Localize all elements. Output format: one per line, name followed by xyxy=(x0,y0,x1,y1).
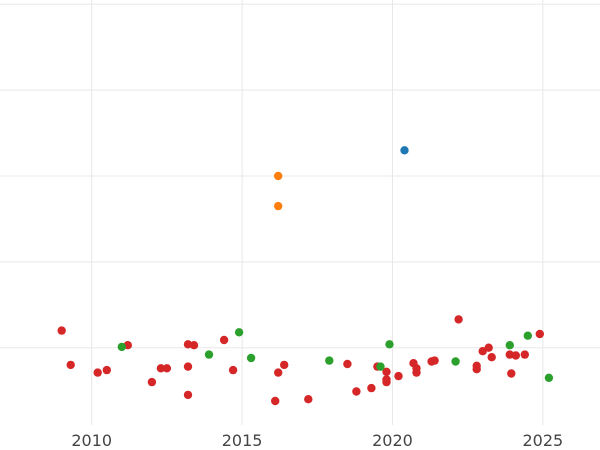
data-point xyxy=(505,341,514,350)
data-point xyxy=(117,342,127,352)
data-point xyxy=(382,377,391,387)
data-point xyxy=(183,390,193,400)
data-point xyxy=(280,360,289,370)
grid xyxy=(0,0,600,425)
data-point xyxy=(454,315,463,324)
data-point xyxy=(271,396,280,406)
data-point xyxy=(228,365,238,375)
data-point xyxy=(274,368,283,377)
data-point xyxy=(66,360,75,370)
data-point xyxy=(162,364,172,373)
data-point xyxy=(430,356,439,365)
data-point xyxy=(147,377,157,387)
x-tick-label: 2010 xyxy=(71,431,112,450)
data-point xyxy=(246,353,256,363)
data-point xyxy=(535,329,544,339)
data-point xyxy=(352,387,361,396)
data-point xyxy=(484,343,493,352)
x-tick-label: 2020 xyxy=(372,431,413,450)
data-point xyxy=(382,367,391,376)
data-point xyxy=(451,357,460,366)
x-tick-label: 2015 xyxy=(222,431,263,450)
data-point xyxy=(376,362,385,371)
data-point xyxy=(520,350,529,359)
data-point xyxy=(507,369,516,378)
data-point xyxy=(472,365,481,374)
data-point xyxy=(57,326,66,335)
data-point xyxy=(544,373,554,382)
data-point xyxy=(385,340,394,349)
data-point xyxy=(156,364,166,373)
data-point xyxy=(204,350,214,359)
data-point xyxy=(412,368,421,377)
data-point xyxy=(400,146,409,155)
data-point xyxy=(523,331,532,340)
data-point xyxy=(367,383,376,393)
data-point xyxy=(234,328,244,337)
data-point xyxy=(93,368,102,377)
data-point xyxy=(487,353,496,362)
data-point xyxy=(304,395,313,404)
data-point xyxy=(189,341,199,350)
data-point xyxy=(183,362,193,371)
x-axis-ticks: 2010 2015 2020 2025 xyxy=(71,431,563,450)
data-point xyxy=(325,356,334,365)
data-point xyxy=(394,371,403,381)
data-points xyxy=(57,146,554,406)
data-point xyxy=(102,365,112,375)
x-tick-label: 2025 xyxy=(522,431,563,450)
data-point xyxy=(274,201,283,211)
data-point xyxy=(343,359,352,369)
data-point xyxy=(511,351,520,360)
data-point xyxy=(274,171,283,181)
data-point xyxy=(219,335,229,345)
